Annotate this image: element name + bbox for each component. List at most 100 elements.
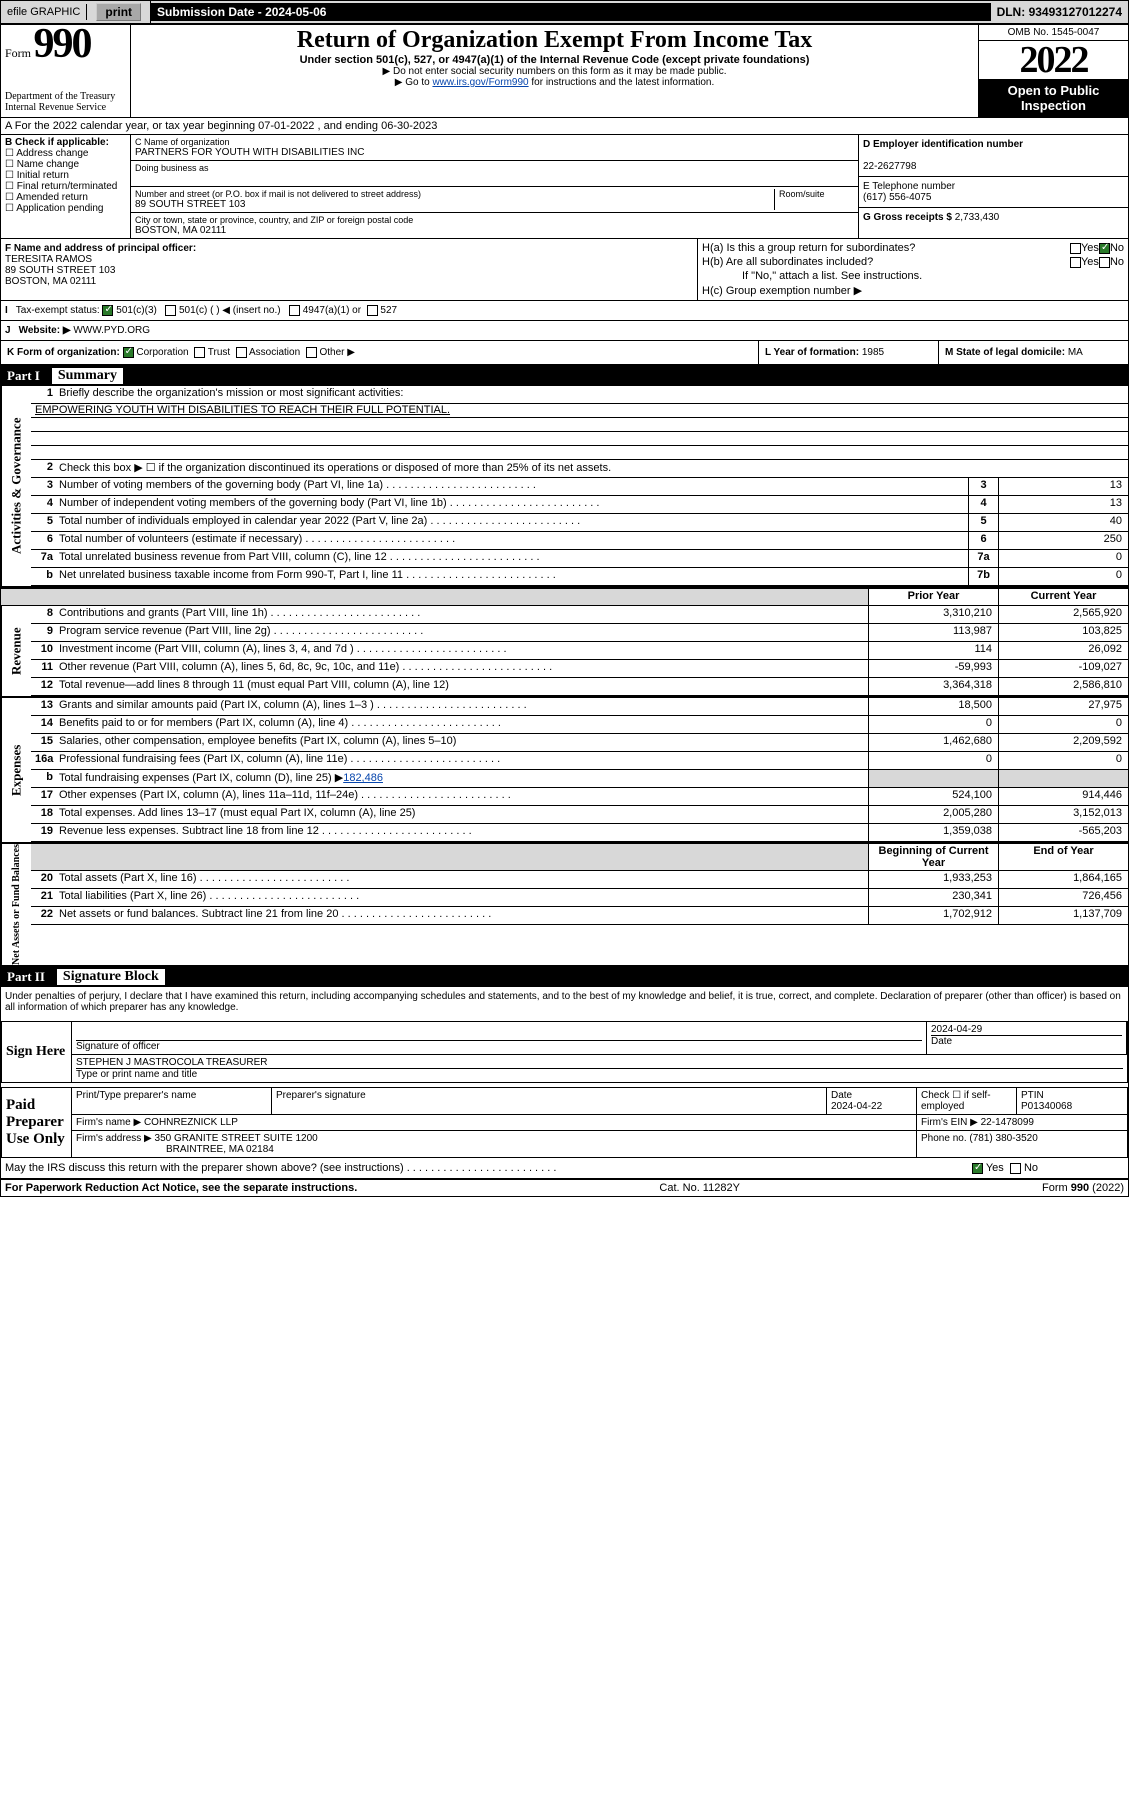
hb-yes[interactable] xyxy=(1070,257,1081,268)
note2-pre: ▶ Go to xyxy=(395,77,433,88)
org-address: 89 SOUTH STREET 103 xyxy=(135,199,774,210)
chk-initial-return[interactable]: ☐ Initial return xyxy=(5,170,126,181)
name-label: C Name of organization xyxy=(135,137,854,147)
city-label: City or town, state or province, country… xyxy=(135,215,854,225)
side-netassets: Net Assets or Fund Balances xyxy=(1,844,31,965)
website-label: Website: ▶ xyxy=(19,325,71,336)
form-org-label: K Form of organization: xyxy=(7,347,120,358)
sig-date-label: Date xyxy=(931,1035,1122,1047)
officer-addr2: BOSTON, MA 02111 xyxy=(5,276,96,287)
chk-assoc[interactable] xyxy=(236,347,247,358)
side-activities: Activities & Governance xyxy=(1,386,31,586)
website-value: WWW.PYD.ORG xyxy=(73,325,150,336)
mission-text: EMPOWERING YOUTH WITH DISABILITIES TO RE… xyxy=(31,404,1128,418)
chk-4947[interactable] xyxy=(289,305,300,316)
addr-label: Number and street (or P.O. box if mail i… xyxy=(135,189,774,199)
discuss-label: May the IRS discuss this return with the… xyxy=(1,1158,968,1178)
prior-year-hdr: Prior Year xyxy=(868,589,998,605)
discuss-yes[interactable] xyxy=(972,1163,983,1174)
officer-name: TERESITA RAMOS xyxy=(5,254,92,265)
col-b-label: B Check if applicable: xyxy=(5,137,109,148)
ha-label: H(a) Is this a group return for subordin… xyxy=(702,242,1070,254)
chk-app-pending[interactable]: ☐ Application pending xyxy=(5,203,126,214)
tel-label: E Telephone number xyxy=(863,181,955,192)
footer-right: Form 990 (2022) xyxy=(1042,1182,1124,1194)
l5v: 40 xyxy=(998,514,1128,531)
subdate-label: Submission Date - xyxy=(157,5,265,19)
ein-value: 22-2627798 xyxy=(863,161,916,172)
hc-label: H(c) Group exemption number ▶ xyxy=(702,283,1124,298)
chk-corp[interactable] xyxy=(123,347,134,358)
dln-label: DLN: xyxy=(997,5,1029,19)
part1-header: Part I Summary xyxy=(1,366,1128,386)
officer-addr1: 89 SOUTH STREET 103 xyxy=(5,265,115,276)
efile-label: efile GRAPHIC xyxy=(1,4,87,20)
side-revenue: Revenue xyxy=(1,606,31,696)
hb-label: H(b) Are all subordinates included? xyxy=(702,256,1070,268)
discuss-no[interactable] xyxy=(1010,1163,1021,1174)
form-subtitle: Under section 501(c), 527, or 4947(a)(1)… xyxy=(137,54,972,66)
l7bd: Net unrelated business taxable income fr… xyxy=(57,568,968,585)
officer-printed: STEPHEN J MASTROCOLA TREASURER xyxy=(76,1057,268,1068)
state-dom-label: M State of legal domicile: xyxy=(945,347,1068,358)
chk-501c[interactable] xyxy=(165,305,176,316)
officer-label: F Name and address of principal officer: xyxy=(5,243,196,254)
part2-header: Part II Signature Block xyxy=(1,967,1128,987)
l7av: 0 xyxy=(998,550,1128,567)
l7bv: 0 xyxy=(998,568,1128,585)
year-formation: 1985 xyxy=(862,347,884,358)
row-a-period: A For the 2022 calendar year, or tax yea… xyxy=(1,118,1128,135)
year-formation-label: L Year of formation: xyxy=(765,347,862,358)
chk-trust[interactable] xyxy=(194,347,205,358)
sig-officer-label: Signature of officer xyxy=(76,1040,922,1052)
open-public-badge: Open to Public Inspection xyxy=(979,79,1128,117)
gross-value: 2,733,430 xyxy=(955,212,1000,223)
l4d: Number of independent voting members of … xyxy=(57,496,968,513)
current-year-hdr: Current Year xyxy=(998,589,1128,605)
subdate-value: 2024-05-06 xyxy=(265,5,326,19)
org-name: PARTNERS FOR YOUTH WITH DISABILITIES INC xyxy=(135,147,854,158)
l2: Check this box ▶ ☐ if the organization d… xyxy=(57,460,1128,477)
l1-label: Briefly describe the organization's miss… xyxy=(59,387,403,399)
side-expenses: Expenses xyxy=(1,698,31,842)
state-dom: MA xyxy=(1068,347,1083,358)
tel-value: (617) 556-4075 xyxy=(863,192,931,203)
chk-address-change[interactable]: ☐ Address change xyxy=(5,148,126,159)
irs-link[interactable]: www.irs.gov/Form990 xyxy=(432,77,528,88)
form-main: Form 990 Department of the Treasury Inte… xyxy=(0,24,1129,1197)
chk-501c3[interactable] xyxy=(102,305,113,316)
form-note-1: ▶ Do not enter social security numbers o… xyxy=(137,66,972,77)
dept-label: Department of the Treasury Internal Reve… xyxy=(5,91,126,113)
gross-label: G Gross receipts $ xyxy=(863,212,955,223)
chk-527[interactable] xyxy=(367,305,378,316)
tax-status-label: Tax-exempt status: xyxy=(16,305,100,316)
l7ad: Total unrelated business revenue from Pa… xyxy=(57,550,968,567)
footer-mid: Cat. No. 11282Y xyxy=(659,1182,740,1194)
fundraising-link[interactable]: 182,486 xyxy=(343,772,383,784)
l5d: Total number of individuals employed in … xyxy=(57,514,968,531)
chk-final-return[interactable]: ☐ Final return/terminated xyxy=(5,181,126,192)
ha-no[interactable] xyxy=(1099,243,1110,254)
chk-amended[interactable]: ☐ Amended return xyxy=(5,192,126,203)
org-city: BOSTON, MA 02111 xyxy=(135,225,854,236)
dln-value: 93493127012274 xyxy=(1029,5,1122,19)
chk-other[interactable] xyxy=(306,347,317,358)
chk-name-change[interactable]: ☐ Name change xyxy=(5,159,126,170)
ha-yes[interactable] xyxy=(1070,243,1081,254)
top-bar: efile GRAPHIC print Submission Date - 20… xyxy=(0,0,1129,24)
print-button[interactable]: print xyxy=(96,3,141,21)
l4v: 13 xyxy=(998,496,1128,513)
tax-year: 2022 xyxy=(979,41,1128,79)
ein-label: D Employer identification number xyxy=(863,139,1023,150)
hb-no[interactable] xyxy=(1099,257,1110,268)
printed-label: Type or print name and title xyxy=(76,1068,1123,1080)
room-label: Room/suite xyxy=(774,189,854,210)
form-number: 990 xyxy=(34,21,91,67)
sign-here-label: Sign Here xyxy=(2,1022,72,1082)
l3v: 13 xyxy=(998,478,1128,495)
paid-prep-label: Paid Preparer Use Only xyxy=(2,1088,72,1157)
l6v: 250 xyxy=(998,532,1128,549)
sig-date: 2024-04-29 xyxy=(931,1024,982,1035)
hb-note: If "No," attach a list. See instructions… xyxy=(702,269,1124,283)
dba-label: Doing business as xyxy=(135,163,209,184)
